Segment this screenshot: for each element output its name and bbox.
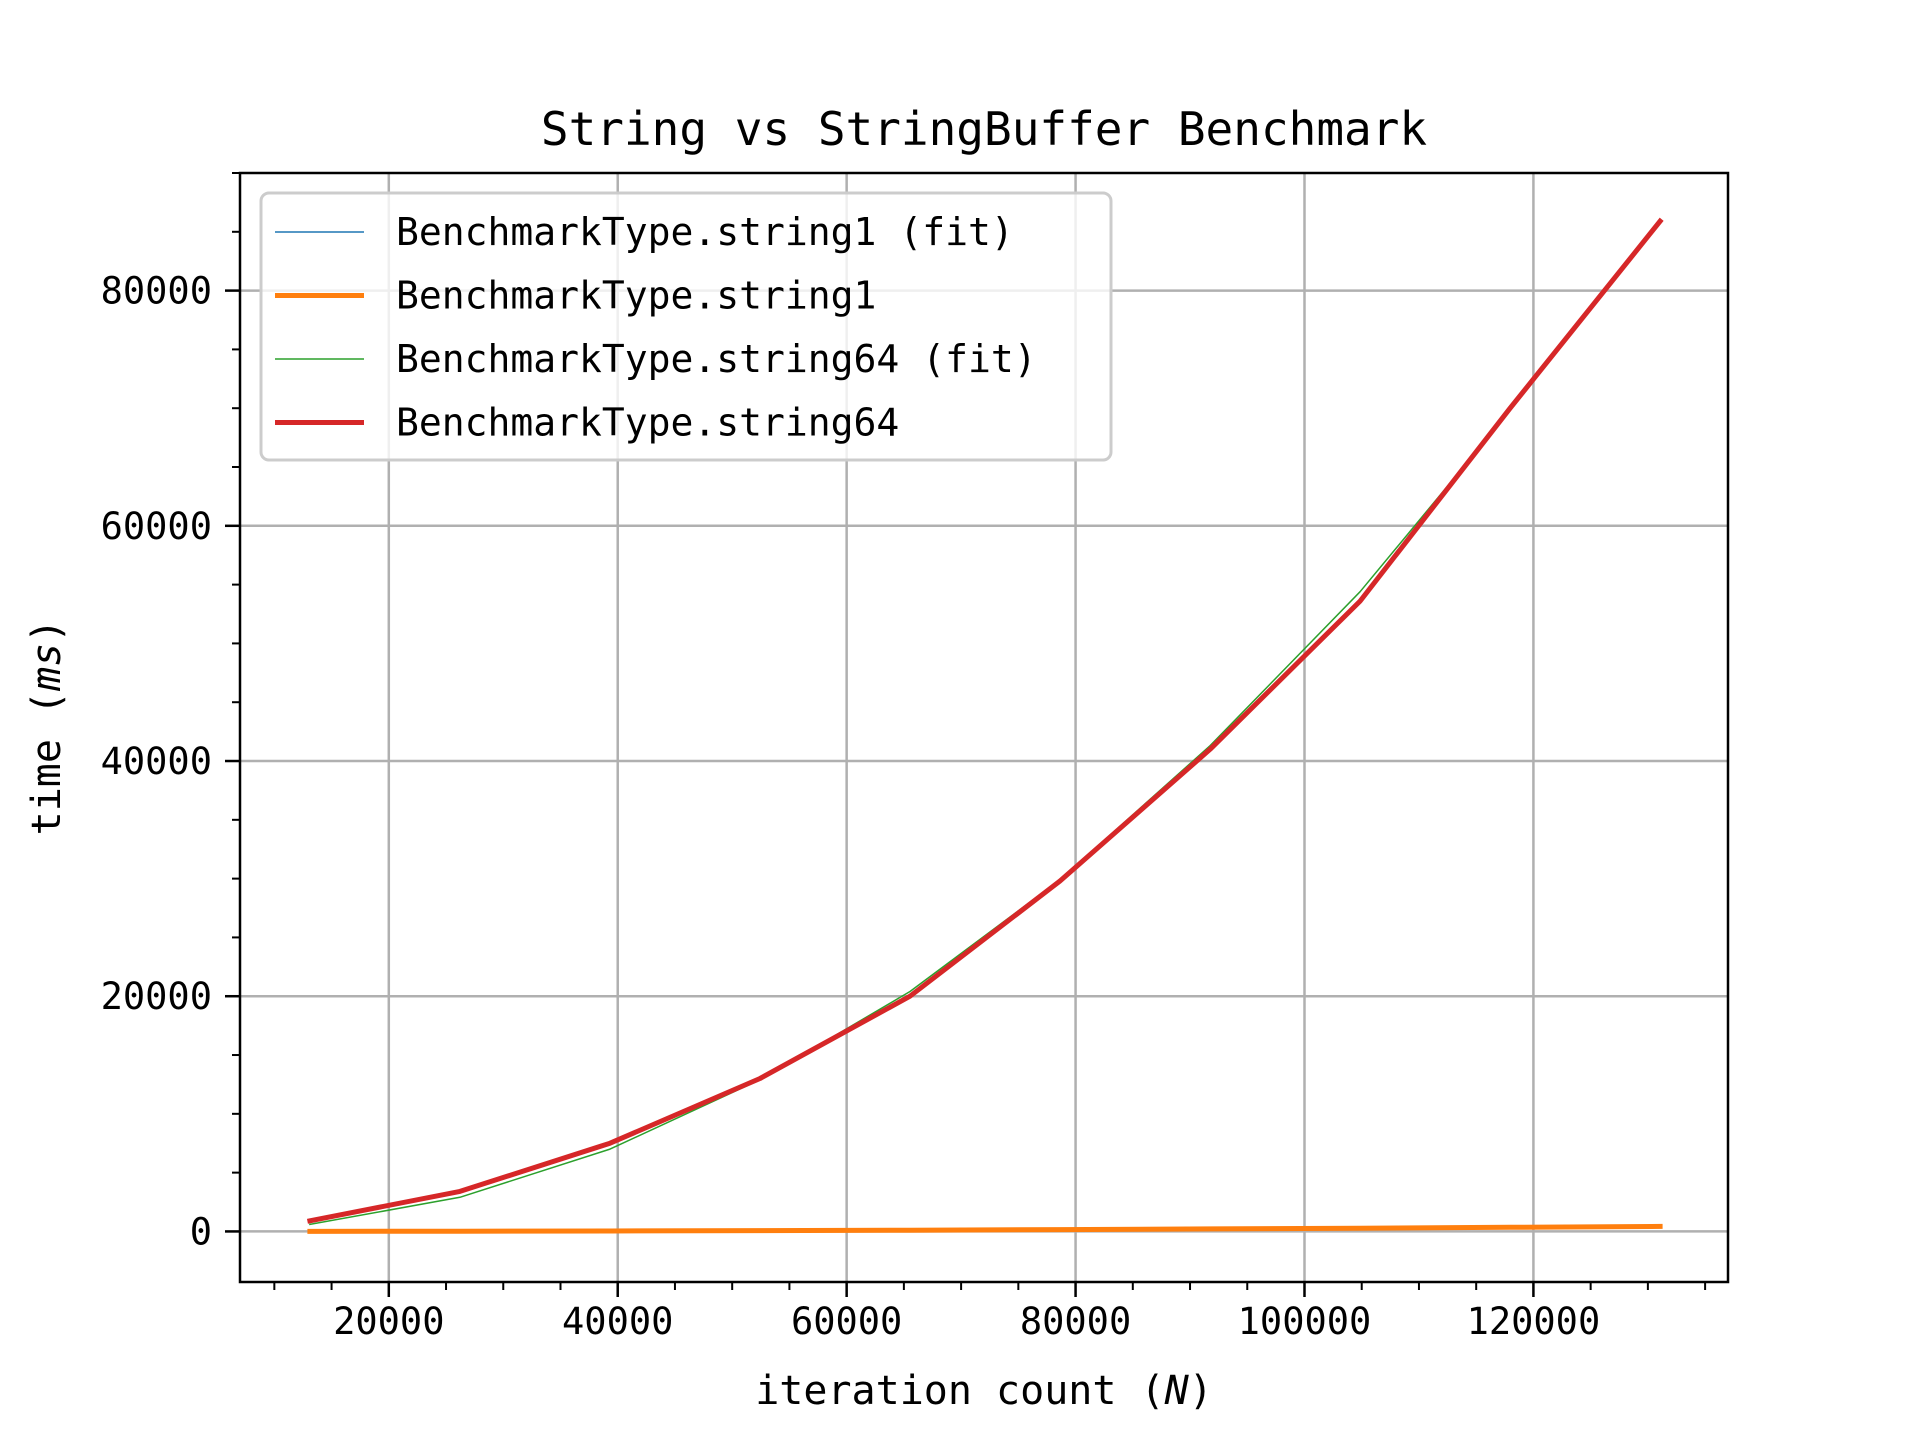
- y-tick-label: 40000: [101, 740, 212, 783]
- x-axis-label: iteration count (N): [755, 1368, 1213, 1414]
- tick-labels: 20000 40000 60000 80000 100000 120000 0 20000 40…: [101, 270, 1601, 1343]
- y-tick-label: 0: [190, 1210, 212, 1253]
- axes-frame: [238, 171, 1730, 1284]
- x-tick-label: 100000: [1238, 1300, 1372, 1343]
- legend-label: BenchmarkType.string64 (fit): [396, 337, 1037, 381]
- y-tick-label: 80000: [101, 270, 212, 313]
- y-tick-label: 20000: [101, 975, 212, 1018]
- x-tick-label: 60000: [791, 1300, 902, 1343]
- x-tick-label: 80000: [1020, 1300, 1131, 1343]
- legend-label: BenchmarkType.string64: [396, 401, 899, 445]
- series-line-benchmarktype-string1: [307, 1223, 1663, 1234]
- y-axis-label: time (ms): [24, 619, 70, 836]
- legend: BenchmarkType.string1 (fit) BenchmarkType…: [259, 191, 1113, 462]
- x-tick-label: 20000: [333, 1300, 444, 1343]
- data-series: [306, 217, 1664, 1234]
- legend-label: BenchmarkType.string1 (fit): [396, 210, 1014, 254]
- x-tick-label: 120000: [1467, 1300, 1601, 1343]
- series-line-benchmarktype-string64: [306, 217, 1664, 1224]
- y-axis-label-unit: ms: [24, 643, 70, 692]
- legend-label: BenchmarkType.string1: [396, 274, 876, 318]
- y-tick-label: 60000: [101, 505, 212, 548]
- y-axis-label-close: ): [24, 619, 70, 643]
- x-axis-label-close: ): [1189, 1368, 1213, 1414]
- x-axis-label-text: iteration count (: [755, 1368, 1164, 1414]
- y-axis-label-text: time (: [24, 691, 70, 836]
- chart-title: String vs StringBuffer Benchmark: [541, 102, 1427, 156]
- axis-ticks: [225, 172, 1707, 1297]
- legend-box: [259, 191, 1113, 462]
- x-tick-label: 40000: [562, 1300, 673, 1343]
- x-axis-label-symbol: N: [1164, 1368, 1190, 1414]
